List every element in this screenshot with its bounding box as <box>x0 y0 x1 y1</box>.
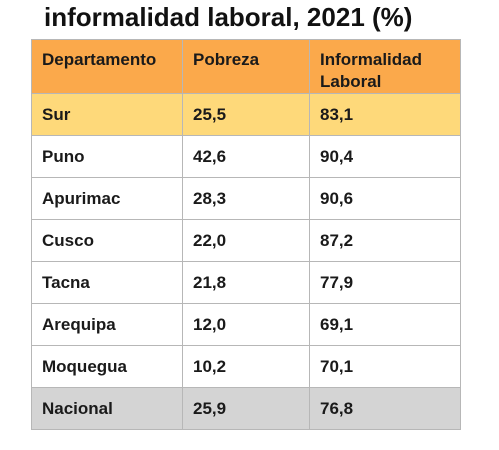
cell-informalidad: 70,1 <box>309 345 461 388</box>
table-row-nacional: Nacional 25,9 76,8 <box>31 387 461 430</box>
header-pobreza: Pobreza <box>182 39 310 94</box>
table-row-apurimac: Apurimac 28,3 90,6 <box>31 177 461 220</box>
cell-informalidad: 77,9 <box>309 261 461 304</box>
cell-informalidad: 76,8 <box>309 387 461 430</box>
cell-departamento: Puno <box>31 135 183 178</box>
cell-departamento: Arequipa <box>31 303 183 346</box>
cell-informalidad: 83,1 <box>309 93 461 136</box>
cell-departamento: Tacna <box>31 261 183 304</box>
table-row-tacna: Tacna 21,8 77,9 <box>31 261 461 304</box>
header-departamento: Departamento <box>31 39 183 94</box>
cell-pobreza: 10,2 <box>182 345 310 388</box>
cell-informalidad: 69,1 <box>309 303 461 346</box>
cell-pobreza: 21,8 <box>182 261 310 304</box>
table-body: Sur 25,5 83,1 Puno 42,6 90,4 Apurimac 28… <box>31 93 461 430</box>
cell-departamento: Apurimac <box>31 177 183 220</box>
table-row-cusco: Cusco 22,0 87,2 <box>31 219 461 262</box>
cell-informalidad: 90,6 <box>309 177 461 220</box>
header-informalidad-laboral: Informalidad Laboral <box>309 39 461 94</box>
table-row-moquegua: Moquegua 10,2 70,1 <box>31 345 461 388</box>
cell-pobreza: 25,5 <box>182 93 310 136</box>
cell-informalidad: 90,4 <box>309 135 461 178</box>
cell-departamento: Cusco <box>31 219 183 262</box>
cell-departamento: Nacional <box>31 387 183 430</box>
cell-pobreza: 28,3 <box>182 177 310 220</box>
cell-pobreza: 25,9 <box>182 387 310 430</box>
table-row-puno: Puno 42,6 90,4 <box>31 135 461 178</box>
cell-pobreza: 22,0 <box>182 219 310 262</box>
cell-departamento: Sur <box>31 93 183 136</box>
cell-pobreza: 42,6 <box>182 135 310 178</box>
table-row-arequipa: Arequipa 12,0 69,1 <box>31 303 461 346</box>
header-row: Departamento Pobreza Informalidad Labora… <box>31 39 461 94</box>
cell-departamento: Moquegua <box>31 345 183 388</box>
table-title: informalidad laboral, 2021 (%) <box>44 2 413 32</box>
cell-informalidad: 87,2 <box>309 219 461 262</box>
cell-pobreza: 12,0 <box>182 303 310 346</box>
table-header: Departamento Pobreza Informalidad Labora… <box>31 39 461 94</box>
data-table: Departamento Pobreza Informalidad Labora… <box>31 39 461 430</box>
table-row-sur: Sur 25,5 83,1 <box>31 93 461 136</box>
